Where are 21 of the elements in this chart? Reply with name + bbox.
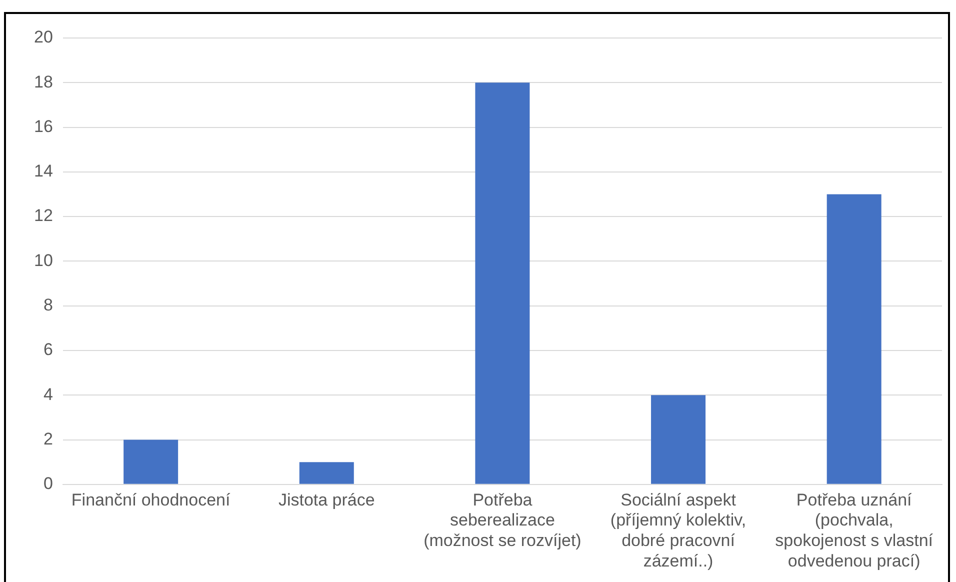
- y-tick-label: 12: [34, 206, 53, 226]
- y-tick-label: 4: [43, 384, 53, 404]
- bar: [651, 395, 706, 484]
- x-tick-label: Potřeba seberealizace (možnost se rozvíjet): [424, 490, 582, 550]
- y-tick-label: 20: [34, 28, 53, 47]
- y-tick-label: 16: [34, 116, 53, 136]
- y-tick-label: 10: [34, 250, 53, 270]
- y-tick-label: 2: [43, 429, 53, 448]
- x-tick-label: Jistota práce: [278, 490, 375, 510]
- x-tick-label: Potřeba uznání (pochvala, spokojenost s vlastní odvedenou prací): [775, 490, 934, 570]
- y-tick-label: 14: [34, 162, 53, 181]
- y-tick-label: 6: [43, 340, 53, 360]
- x-tick-label: Sociální aspekt (příjemný kolektiv, dobré pracovní zázemí..): [610, 490, 746, 570]
- bar: [124, 440, 178, 484]
- x-tick-label: Finanční ohodnocení: [71, 490, 230, 510]
- y-tick-label: 18: [34, 72, 53, 92]
- bar: [299, 462, 354, 484]
- bar: [826, 194, 882, 484]
- y-tick-label: 8: [43, 296, 53, 315]
- y-tick-label: 0: [43, 474, 53, 494]
- bar: [475, 82, 530, 484]
